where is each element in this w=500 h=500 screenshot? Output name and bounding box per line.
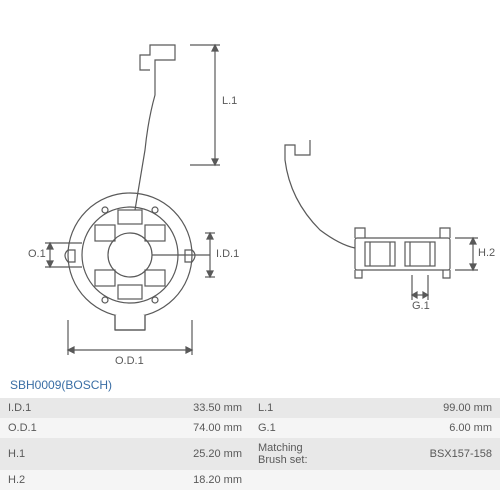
spec-value: 74.00 mm bbox=[75, 418, 250, 438]
dim-ID1: I.D.1 bbox=[216, 248, 239, 260]
spec-label: H.2 bbox=[0, 470, 75, 490]
spec-label: H.1 bbox=[0, 438, 75, 470]
product-title: SBH0009(BOSCH) bbox=[10, 378, 112, 392]
spec-label: I.D.1 bbox=[0, 398, 75, 418]
spec-value: 99.00 mm bbox=[325, 398, 500, 418]
table-row: H.1 25.20 mm Matching Brush set: BSX157-… bbox=[0, 438, 500, 470]
table-row: I.D.1 33.50 mm L.1 99.00 mm bbox=[0, 398, 500, 418]
dim-G1: G.1 bbox=[412, 300, 430, 312]
table-row: O.D.1 74.00 mm G.1 6.00 mm bbox=[0, 418, 500, 438]
dim-O1: O.1 bbox=[28, 248, 46, 260]
spec-table-body: I.D.1 33.50 mm L.1 99.00 mm O.D.1 74.00 … bbox=[0, 398, 500, 490]
spec-label: L.1 bbox=[250, 398, 325, 418]
spec-value: 25.20 mm bbox=[75, 438, 250, 470]
spec-value bbox=[325, 470, 500, 490]
dim-OD1: O.D.1 bbox=[115, 355, 144, 367]
spec-label: G.1 bbox=[250, 418, 325, 438]
spec-table: I.D.1 33.50 mm L.1 99.00 mm O.D.1 74.00 … bbox=[0, 398, 500, 490]
spec-value: 6.00 mm bbox=[325, 418, 500, 438]
spec-value: 33.50 mm bbox=[75, 398, 250, 418]
product-title-bar: SBH0009(BOSCH) bbox=[0, 370, 500, 398]
technical-drawing: L.1 O.1 I.D.1 O.D.1 H.2 G.1 bbox=[0, 0, 500, 370]
spec-label: Matching Brush set: bbox=[250, 438, 325, 470]
spec-value: BSX157-158 bbox=[325, 438, 500, 470]
spec-label bbox=[250, 470, 325, 490]
table-row: H.2 18.20 mm bbox=[0, 470, 500, 490]
dim-L1: L.1 bbox=[222, 95, 237, 107]
spec-value: 18.20 mm bbox=[75, 470, 250, 490]
drawing-svg bbox=[0, 0, 500, 370]
dim-H2: H.2 bbox=[478, 247, 495, 259]
spec-label: O.D.1 bbox=[0, 418, 75, 438]
